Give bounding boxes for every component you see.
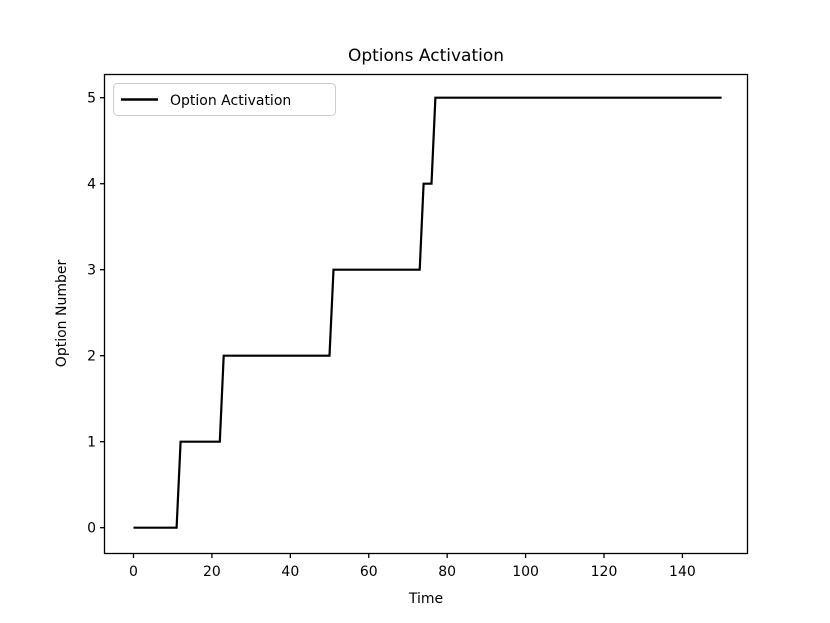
x-tick-label: 0 <box>129 564 138 580</box>
series-line <box>133 96 722 529</box>
x-tick-label: 120 <box>591 564 618 580</box>
x-tick-label: 140 <box>669 564 696 580</box>
x-tick-label: 40 <box>281 564 299 580</box>
y-tick-label: 5 <box>87 91 96 107</box>
y-tick-label: 2 <box>87 349 96 365</box>
y-axis-label: Option Number <box>54 260 70 368</box>
y-tick-label: 3 <box>87 263 96 279</box>
chart-title: Options Activation <box>348 46 504 66</box>
legend-label: Option Activation <box>170 93 291 109</box>
x-tick-label: 100 <box>512 564 539 580</box>
x-tick-label: 20 <box>203 564 221 580</box>
y-tick-label: 0 <box>87 521 96 537</box>
x-tick-label: 80 <box>438 564 456 580</box>
y-tick-label: 4 <box>87 177 96 193</box>
x-tick-label: 60 <box>360 564 378 580</box>
y-tick-label: 1 <box>87 435 96 451</box>
axes-frame <box>103 73 749 555</box>
legend-box <box>113 83 336 116</box>
x-axis-ticks: 0 20 40 60 80 100 120 140 <box>129 553 696 580</box>
y-axis-ticks: 0 1 2 3 4 5 <box>87 91 105 537</box>
x-axis-label: Time <box>408 591 443 607</box>
legend: Option Activation <box>113 83 336 116</box>
series-group <box>133 96 722 529</box>
